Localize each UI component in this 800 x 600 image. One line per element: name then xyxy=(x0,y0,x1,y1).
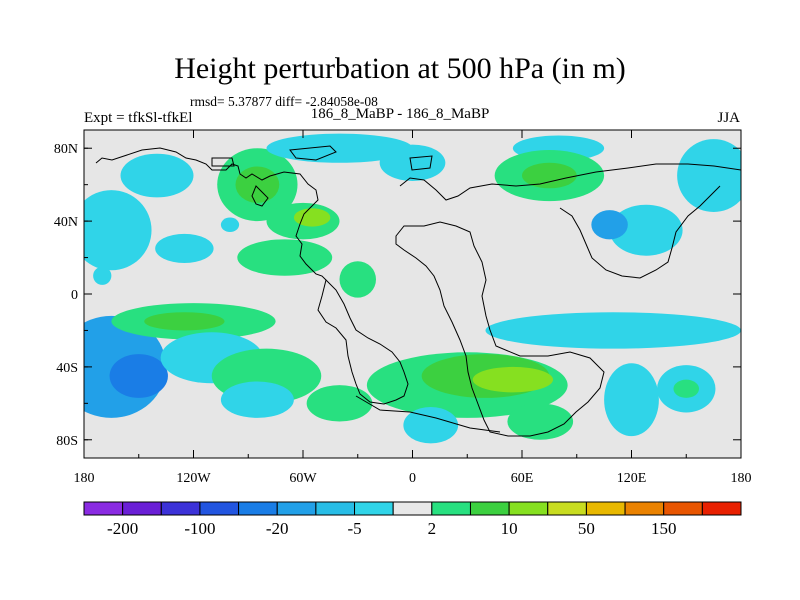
subtitle-center: 186_8_MaBP - 186_8_MaBP xyxy=(310,106,490,122)
field-region-35 xyxy=(93,266,112,285)
field-region-27 xyxy=(677,139,741,212)
colorbar-swatch xyxy=(315,501,356,516)
coastline-layer xyxy=(95,145,741,437)
field-region-2 xyxy=(109,354,168,398)
field-region-19 xyxy=(472,366,554,393)
x-tick-label: 180 xyxy=(74,471,95,486)
field-region-33 xyxy=(604,363,659,437)
y-tick-label: 0 xyxy=(71,288,78,303)
field-region-3 xyxy=(155,233,214,264)
colorbar-label: -100 xyxy=(184,519,215,538)
colorbar-label: -200 xyxy=(107,519,138,538)
colorbar-swatch xyxy=(508,501,549,516)
colorbar-swatch xyxy=(431,501,471,516)
axes-layer: 180 120W 60W 0 60E 120E 180 80N 40N 0 40S 80S xyxy=(54,130,752,486)
y-tick-label: 40S xyxy=(56,361,78,376)
field-region-29 xyxy=(591,210,628,240)
field-region-21 xyxy=(507,403,574,440)
y-tick-label: 80N xyxy=(54,142,78,157)
field-region-5 xyxy=(144,312,225,331)
chart-title: Height perturbation at 500 hPa (in m) xyxy=(174,52,626,85)
contour-field xyxy=(84,133,741,444)
coastline-north-america xyxy=(95,147,327,281)
colorbar-swatch xyxy=(469,501,510,516)
y-tick-label: 40N xyxy=(54,215,78,230)
experiment-label: Expt = tfkSl-tfkEl xyxy=(84,110,193,126)
field-region-30 xyxy=(485,312,741,349)
field-region-34 xyxy=(120,153,194,198)
x-tick-label: 60E xyxy=(511,471,534,486)
colorbar-swatch xyxy=(122,501,162,516)
colorbar-swatch xyxy=(585,501,626,516)
colorbar-label: 50 xyxy=(578,519,595,538)
coastline-hudson-bay xyxy=(251,185,269,207)
field-region-0 xyxy=(84,190,152,271)
season-label: JJA xyxy=(717,110,740,126)
field-region-11 xyxy=(293,208,331,227)
colorbar: -200 -100 -20 -5 2 10 50 150 xyxy=(83,501,742,538)
x-tick-label: 120W xyxy=(176,471,211,486)
colorbar-swatch xyxy=(701,501,742,516)
colorbar-label: 150 xyxy=(651,519,677,538)
field-region-20 xyxy=(403,406,459,444)
colorbar-label: -5 xyxy=(347,519,361,538)
y-tick-label: 80S xyxy=(56,434,78,449)
x-tick-label: 0 xyxy=(409,471,416,486)
colorbar-swatch xyxy=(624,501,665,516)
colorbar-swatch xyxy=(354,501,394,516)
colorbar-swatch xyxy=(83,501,124,516)
field-region-26 xyxy=(522,162,577,189)
field-region-7 xyxy=(220,217,240,233)
field-region-12 xyxy=(237,239,333,276)
field-region-16 xyxy=(306,385,373,422)
rmsd-diff-text: rmsd= 5.37877 diff= -2.84058e-08 xyxy=(190,94,378,109)
x-tick-label: 120E xyxy=(617,471,647,486)
colorbar-swatch xyxy=(392,501,433,516)
x-tick-label: 180 xyxy=(731,471,752,486)
colorbar-swatch xyxy=(199,501,240,516)
colorbar-label: -20 xyxy=(266,519,289,538)
coastline-eurasia xyxy=(399,163,741,279)
coastline-south-america xyxy=(317,279,409,405)
colorbar-swatch xyxy=(276,501,317,516)
colorbar-label: 2 xyxy=(428,519,437,538)
colorbar-swatch xyxy=(663,501,703,516)
coastline-arctic-islands xyxy=(211,145,433,171)
field-region-13 xyxy=(339,261,376,298)
field-region-32 xyxy=(673,379,700,398)
colorbar-label: 10 xyxy=(501,519,518,538)
field-region-15 xyxy=(220,381,294,418)
colorbar-swatch xyxy=(160,501,201,516)
coastline-arctic-south xyxy=(355,395,501,433)
field-region-28 xyxy=(609,204,683,256)
colorbar-swatch xyxy=(238,501,278,516)
field-region-9 xyxy=(235,166,280,203)
coastline-africa xyxy=(395,221,605,437)
x-tick-label: 60W xyxy=(289,471,317,486)
colorbar-swatch xyxy=(547,501,587,516)
field-region-23 xyxy=(266,133,413,163)
